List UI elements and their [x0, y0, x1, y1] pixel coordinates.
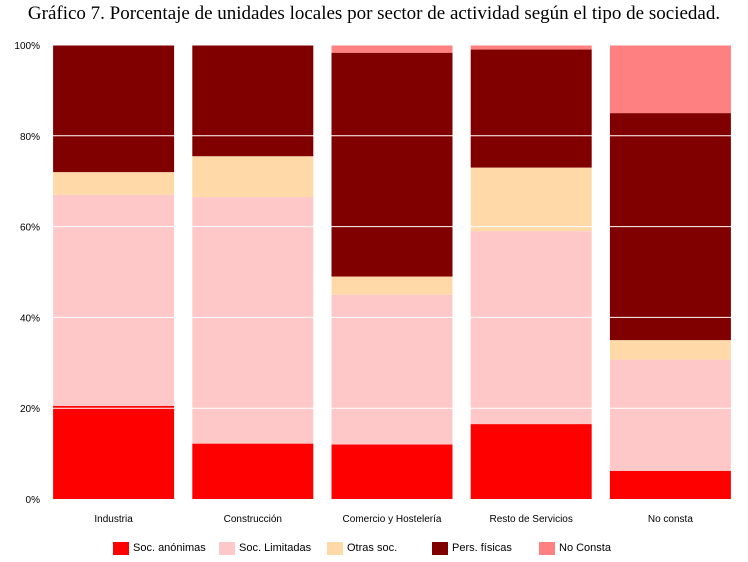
bar-segment — [192, 197, 314, 444]
x-tick-label: Construcción — [224, 514, 282, 525]
bar-segment — [192, 443, 314, 499]
bars — [44, 44, 740, 499]
y-tick-label: 20% — [20, 404, 40, 415]
y-tick-label: 40% — [20, 313, 40, 324]
legend-swatch — [432, 541, 448, 555]
legend-swatch — [113, 541, 129, 555]
legend-item: Pers. físicas — [432, 540, 512, 556]
bar-segment — [470, 167, 592, 232]
x-tick-label: Industria — [94, 514, 133, 525]
bar-segment — [53, 194, 175, 406]
legend-swatch — [539, 541, 555, 555]
bar-segment — [609, 470, 731, 499]
bar-segment — [609, 45, 731, 114]
legend-item: No Consta — [539, 540, 611, 556]
bar-segment — [331, 294, 453, 445]
bar-segment — [331, 444, 453, 499]
x-tick-label: Comercio y Hostelería — [343, 514, 442, 525]
bar-segment — [609, 359, 731, 471]
x-tick-label: No consta — [648, 514, 693, 525]
legend-item: Soc. Limitadas — [219, 540, 311, 556]
bar-segment — [470, 49, 592, 168]
chart-title: Gráfico 7. Porcentaje de unidades locale… — [27, 3, 721, 24]
bar-segment — [470, 424, 592, 499]
legend-item: Otras soc. — [327, 540, 397, 556]
bar-segment — [331, 52, 453, 277]
bar-segment — [331, 276, 453, 295]
bar-segment — [192, 156, 314, 198]
legend-label: No Consta — [559, 542, 611, 554]
legend-label: Otras soc. — [347, 542, 398, 554]
bar-segment — [470, 45, 592, 50]
legend: Soc. anónimas Soc. Limitadas Otras soc. Per… — [0, 540, 748, 556]
y-axis-ticks: 0% 20% 40% 60% 80% 100% — [14, 41, 40, 506]
bar-segment — [609, 340, 731, 360]
y-tick-label: 60% — [20, 223, 40, 234]
x-axis-labels: Industria Construcción Comercio y Hosteler… — [94, 514, 693, 525]
y-tick-label: 80% — [20, 132, 40, 143]
legend-label: Soc. anónimas — [133, 542, 206, 554]
bar-segment — [53, 45, 175, 173]
y-tick-label: 100% — [14, 41, 40, 52]
legend-label: Soc. Limitadas — [239, 542, 312, 554]
bar-segment — [53, 405, 175, 499]
legend-swatch — [219, 541, 235, 555]
legend-swatch — [327, 541, 343, 555]
bar-segment — [192, 45, 314, 157]
legend-label: Pers. físicas — [452, 542, 512, 554]
y-tick-label: 0% — [26, 495, 41, 506]
legend-item: Soc. anónimas — [113, 540, 206, 556]
bar-segment — [470, 231, 592, 425]
bar-segment — [331, 45, 453, 53]
bar-segment — [53, 172, 175, 195]
x-tick-label: Resto de Servicios — [490, 514, 573, 525]
